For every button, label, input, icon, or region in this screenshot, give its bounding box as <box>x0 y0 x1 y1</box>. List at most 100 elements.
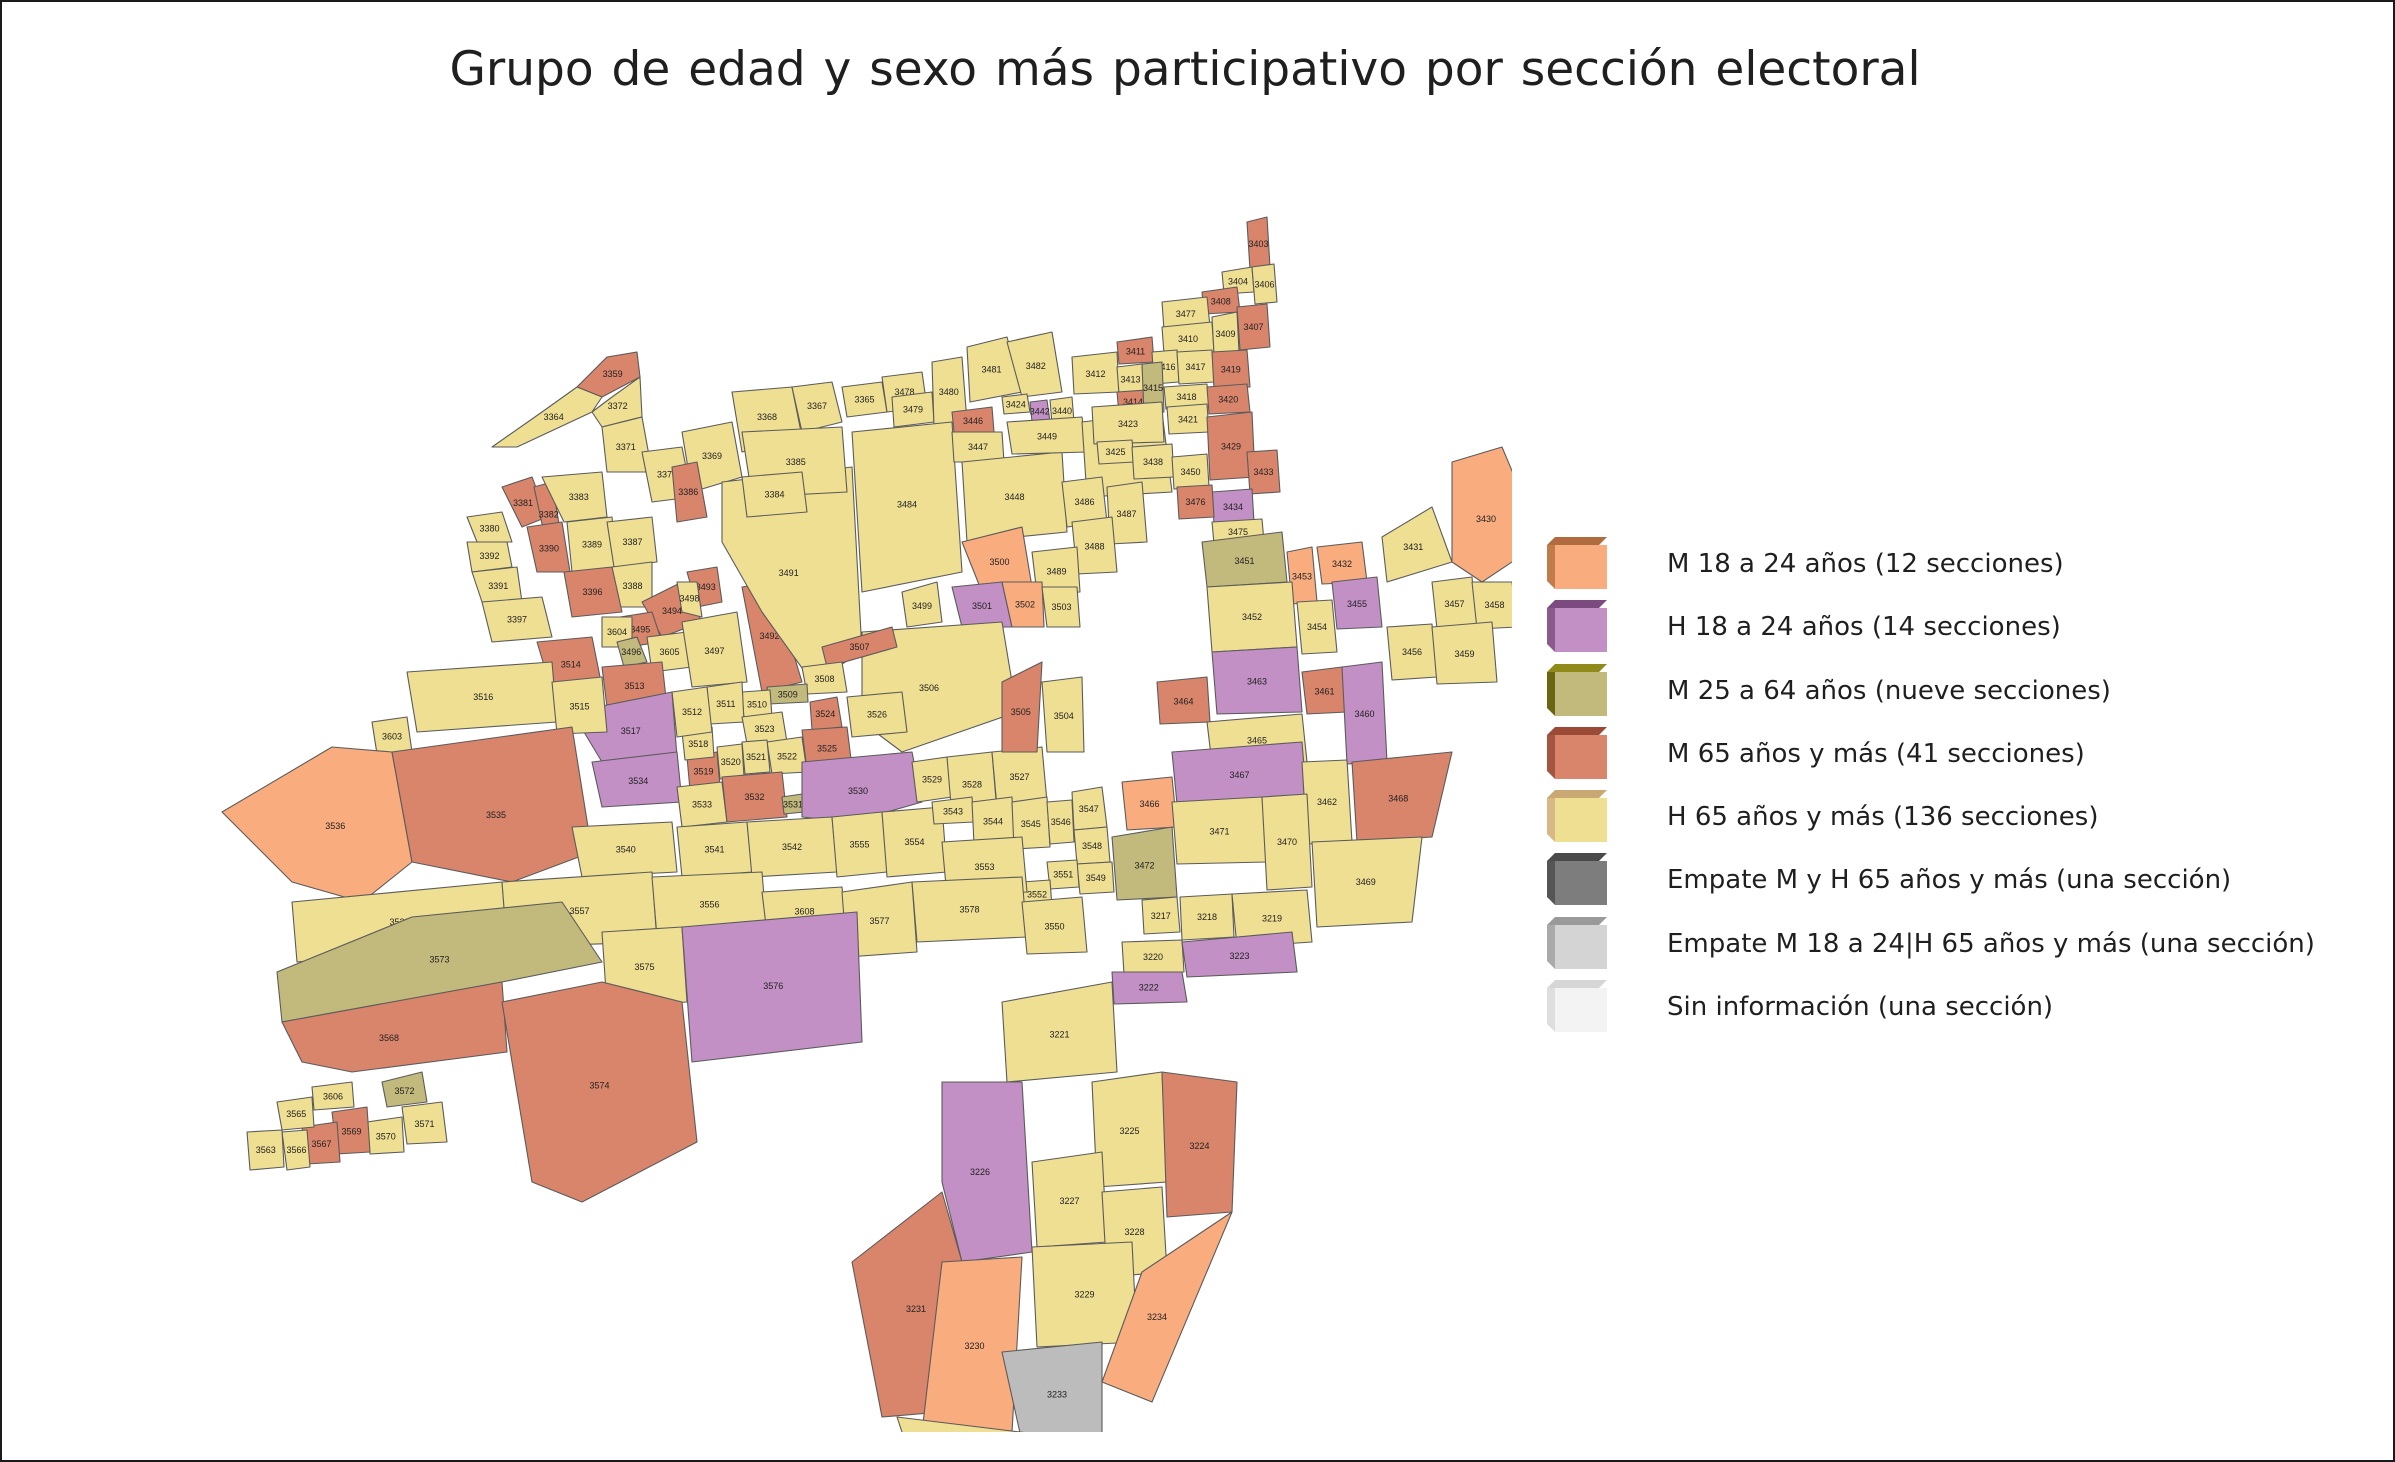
section-label: 3503 <box>1051 602 1071 612</box>
legend: M 18 a 24 años (12 secciones) H 18 a 24 a… <box>1547 537 2367 1043</box>
section-label: 3382 <box>539 510 559 520</box>
section-3515: 3515 <box>551 676 608 735</box>
section-label: 3551 <box>1053 870 1073 880</box>
section-3469: 3469 <box>1311 836 1423 928</box>
section-label: 3492 <box>759 631 779 641</box>
section-label: 3505 <box>1011 707 1031 717</box>
section-3511: 3511 <box>706 681 745 725</box>
legend-swatch <box>1547 600 1607 653</box>
section-label: 3451 <box>1234 556 1254 566</box>
section-label: 3606 <box>323 1092 343 1102</box>
section-3504: 3504 <box>1041 676 1085 753</box>
section-label: 3406 <box>1254 279 1274 289</box>
section-3521: 3521 <box>741 739 771 775</box>
section-label: 3407 <box>1243 322 1263 332</box>
section-label: 3530 <box>848 786 868 796</box>
section-3450: 3450 <box>1171 453 1210 490</box>
section-3431: 3431 <box>1381 506 1453 583</box>
section-label: 3534 <box>628 776 648 786</box>
section-3448: 3448 <box>961 451 1068 543</box>
section-label: 3414 <box>1123 397 1143 407</box>
legend-swatch <box>1547 916 1607 969</box>
section-3571: 3571 <box>401 1101 448 1145</box>
section-label: 3481 <box>981 365 1001 375</box>
section-label: 3608 <box>794 906 814 916</box>
section-label: 3491 <box>779 568 799 578</box>
legend-item: M 25 a 64 años (nueve secciones) <box>1547 663 2367 727</box>
section-label: 3397 <box>507 615 527 625</box>
section-label: 3518 <box>688 739 708 749</box>
section-3509: 3509 <box>766 683 809 705</box>
section-label: 3524 <box>815 709 835 719</box>
section-label: 3396 <box>582 587 602 597</box>
section-3456: 3456 <box>1386 623 1438 681</box>
section-3424: 3424 <box>1001 393 1031 415</box>
section-3606: 3606 <box>311 1081 355 1111</box>
section-label: 3552 <box>1027 890 1047 900</box>
section-3409: 3409 <box>1211 311 1240 355</box>
section-3433: 3433 <box>1246 449 1281 495</box>
section-3463: 3463 <box>1211 646 1303 715</box>
section-label: 3420 <box>1218 394 1238 404</box>
section-label: 3525 <box>817 744 837 754</box>
section-label: 3555 <box>849 840 869 850</box>
section-3383: 3383 <box>541 471 608 523</box>
section-label: 3477 <box>1176 309 1196 319</box>
section-label: 3221 <box>1049 1030 1069 1040</box>
section-label: 3543 <box>943 806 963 816</box>
section-label: 3364 <box>544 412 564 422</box>
section-label: 3520 <box>721 757 741 767</box>
section-3461: 3461 <box>1301 666 1348 715</box>
section-label: 3463 <box>1247 676 1267 686</box>
section-3497: 3497 <box>681 611 748 688</box>
section-3454: 3454 <box>1296 599 1338 655</box>
section-label: 3419 <box>1221 365 1241 375</box>
section-3413: 3413 <box>1116 363 1145 395</box>
section-label: 3506 <box>919 683 939 693</box>
section-3533: 3533 <box>676 781 728 828</box>
section-label: 3605 <box>659 647 679 657</box>
section-3403: 3403 <box>1246 216 1271 271</box>
legend-swatch <box>1547 790 1607 843</box>
section-3227: 3227 <box>1031 1151 1108 1248</box>
section-3226: 3226 <box>941 1081 1033 1263</box>
section-label: 3556 <box>699 900 719 910</box>
section-label: 3540 <box>616 845 636 855</box>
section-label: 3510 <box>747 700 767 710</box>
section-label: 3519 <box>693 767 713 777</box>
section-label: 3513 <box>624 681 644 691</box>
section-label: 3515 <box>569 701 589 711</box>
section-3222: 3222 <box>1111 971 1188 1005</box>
section-3432: 3432 <box>1316 541 1368 585</box>
section-3498: 3498 <box>676 581 703 618</box>
section-label: 3573 <box>429 955 449 965</box>
section-label: 3482 <box>1026 361 1046 371</box>
section-3568: 3568 <box>281 981 508 1073</box>
section-3512: 3512 <box>671 686 713 738</box>
section-label: 3569 <box>341 1126 361 1136</box>
section-label: 3571 <box>414 1119 434 1129</box>
section-3407: 3407 <box>1236 303 1271 351</box>
section-label: 3501 <box>972 601 992 611</box>
section-label: 3230 <box>964 1341 984 1351</box>
section-label: 3227 <box>1059 1196 1079 1206</box>
section-label: 3370 <box>657 470 677 480</box>
section-label: 3550 <box>1044 921 1064 931</box>
section-3563: 3563 <box>246 1129 285 1171</box>
section-label: 3567 <box>311 1139 331 1149</box>
section-label: 3365 <box>854 395 874 405</box>
section-label: 3512 <box>682 707 702 717</box>
section-3224: 3224 <box>1161 1071 1238 1218</box>
section-label: 3509 <box>778 689 798 699</box>
section-3459: 3459 <box>1431 621 1498 685</box>
section-3423: 3423 <box>1091 401 1165 445</box>
section-label: 3430 <box>1476 514 1496 524</box>
section-label: 3554 <box>904 837 924 847</box>
section-label: 3454 <box>1307 622 1327 632</box>
section-label: 3456 <box>1402 647 1422 657</box>
section-label: 3229 <box>1074 1290 1094 1300</box>
section-label: 3557 <box>569 906 589 916</box>
section-3603: 3603 <box>371 716 413 755</box>
section-label: 3415 <box>1143 383 1163 393</box>
section-label: 3542 <box>782 842 802 852</box>
